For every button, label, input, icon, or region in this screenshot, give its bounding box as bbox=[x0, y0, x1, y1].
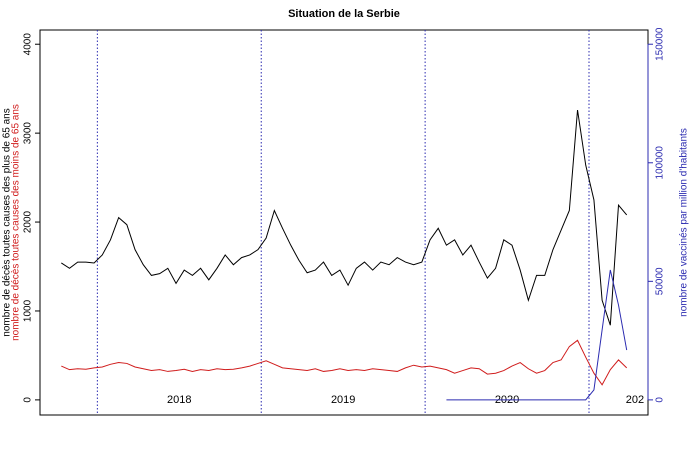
year-label: 2018 bbox=[167, 394, 191, 406]
chart-title: Situation de la Serbie bbox=[288, 8, 400, 20]
y-tick-label: 3000 bbox=[23, 122, 34, 145]
year-label: 2019 bbox=[331, 394, 355, 406]
year-label: 202 bbox=[626, 394, 644, 406]
y2-tick-label: 150000 bbox=[655, 27, 666, 61]
series-line bbox=[61, 339, 628, 386]
y-tick-label: 2000 bbox=[23, 210, 34, 233]
y2-tick-label: 100000 bbox=[655, 146, 666, 180]
y-tick-label: 1000 bbox=[23, 299, 34, 322]
series-line bbox=[61, 109, 628, 326]
y-tick-label: 0 bbox=[23, 397, 34, 403]
y2-axis-title: nombre de vaccinés par million d'habitan… bbox=[679, 128, 690, 317]
y-axis-title: nombre de décès toutes causes des plus d… bbox=[2, 108, 13, 336]
y2-tick-label: 50000 bbox=[655, 267, 666, 295]
y-tick-label: 4000 bbox=[23, 33, 34, 56]
y-axis-title: nombre de décès toutes causes des moins … bbox=[11, 104, 22, 341]
y2-tick-label: 0 bbox=[655, 397, 666, 403]
series-line bbox=[446, 269, 628, 401]
